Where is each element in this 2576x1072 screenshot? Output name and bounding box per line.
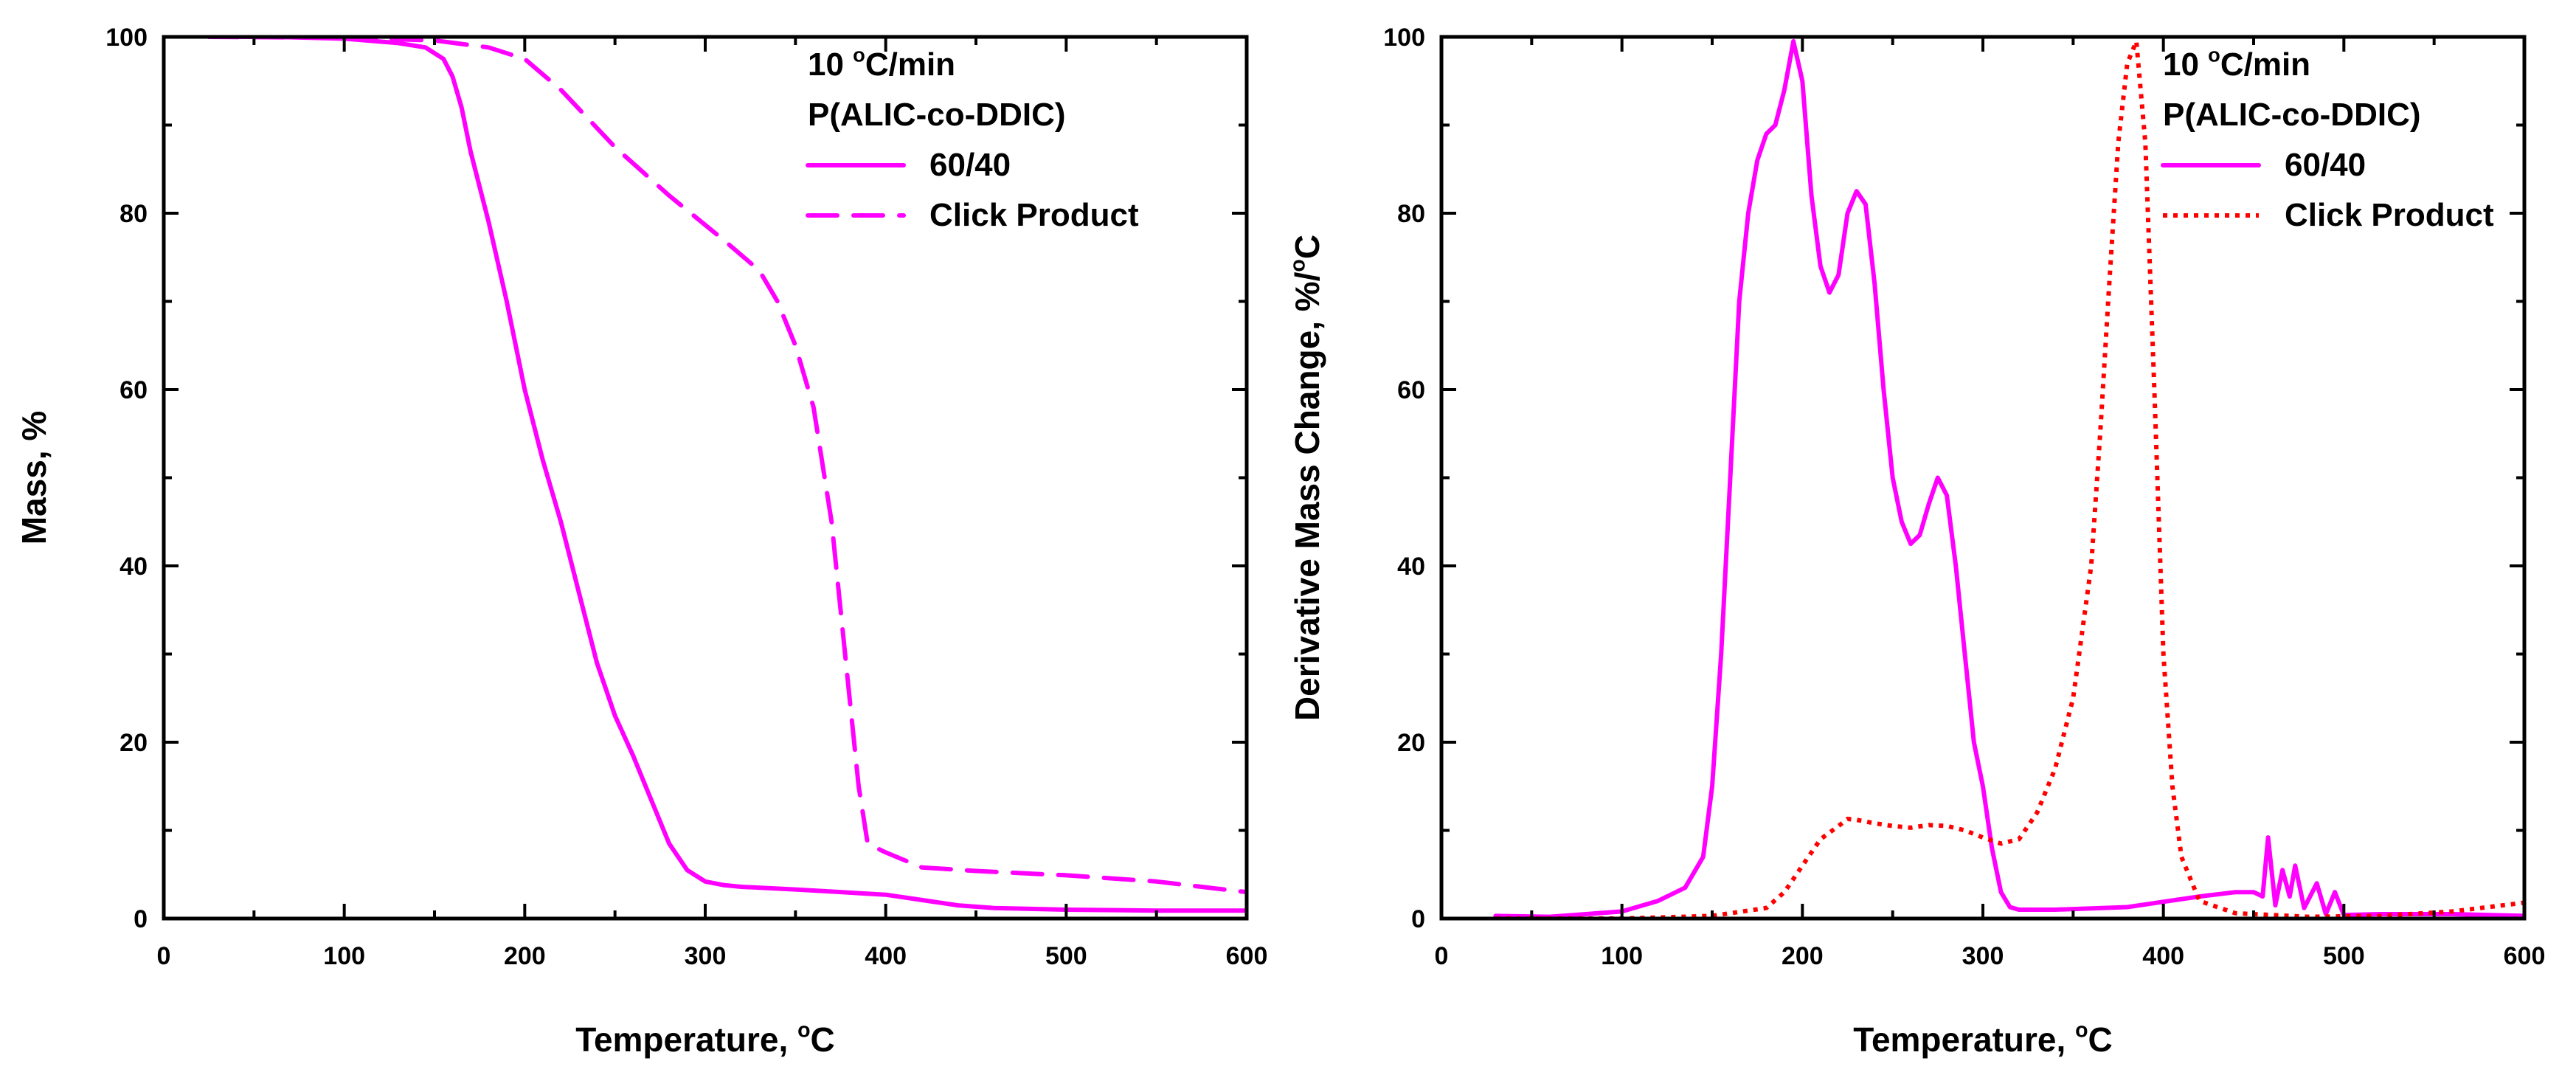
y-axis-label: Derivative Mass Change, %/oC xyxy=(1287,235,1326,721)
x-tick-label: 200 xyxy=(1782,942,1824,970)
y-tick-label: 20 xyxy=(120,729,148,757)
legend-rate: 10 oC/min xyxy=(808,44,955,83)
x-tick-label: 500 xyxy=(2323,942,2365,970)
x-tick-label: 0 xyxy=(157,942,171,970)
x-axis-label: Temperature, oC xyxy=(1853,1019,2112,1059)
series-line-click-product xyxy=(1495,39,2524,919)
y-tick-label: 60 xyxy=(1397,376,1425,404)
legend-rate: 10 oC/min xyxy=(2163,44,2310,83)
x-tick-label: 400 xyxy=(2142,942,2184,970)
legend-title: P(ALIC-co-DDIC) xyxy=(808,97,1066,133)
y-tick-label: 60 xyxy=(120,376,148,404)
series-line-60-40 xyxy=(1493,39,2524,919)
legend-entry: 60/40 xyxy=(2285,147,2366,183)
legend-entry: Click Product xyxy=(2285,197,2494,233)
legend-title: P(ALIC-co-DDIC) xyxy=(2163,97,2421,133)
y-axis-label: Mass, % xyxy=(15,411,53,545)
y-tick-label: 0 xyxy=(1411,905,1425,933)
y-tick-label: 80 xyxy=(120,200,148,228)
x-tick-label: 300 xyxy=(685,942,727,970)
y-tick-label: 80 xyxy=(1397,200,1425,228)
series-line-click-product xyxy=(207,37,1247,895)
legend-entry: 60/40 xyxy=(929,147,1011,183)
x-tick-label: 200 xyxy=(504,942,546,970)
y-tick-label: 100 xyxy=(1383,24,1425,52)
chart-panel-1: 0 100 200 300 400 500 600 0 20 40 60 80 100 Temperatu… xyxy=(15,24,1267,1059)
x-tick-label: 100 xyxy=(323,942,365,970)
y-tick-label: 0 xyxy=(134,905,148,933)
x-tick-label: 400 xyxy=(865,942,907,970)
x-tick-label: 600 xyxy=(2504,942,2546,970)
plot-frame xyxy=(162,35,1249,921)
legend-entry: Click Product xyxy=(929,197,1139,233)
y-tick-label: 40 xyxy=(120,553,148,581)
x-tick-label: 0 xyxy=(1435,942,1449,970)
x-axis-label: Temperature, oC xyxy=(575,1019,834,1059)
x-tick-label: 600 xyxy=(1226,942,1268,970)
chart-panel-2: 0 100 200 300 400 500 600 0 20 40 60 80 100 Temperatu… xyxy=(1287,24,2546,1059)
y-tick-label: 100 xyxy=(105,24,148,52)
x-tick-label: 500 xyxy=(1045,942,1087,970)
y-tick-label: 40 xyxy=(1397,553,1425,581)
y-tick-label: 20 xyxy=(1397,729,1425,757)
x-tick-label: 300 xyxy=(1962,942,2004,970)
series-line-60-40 xyxy=(207,37,1247,913)
x-tick-label: 100 xyxy=(1601,942,1643,970)
